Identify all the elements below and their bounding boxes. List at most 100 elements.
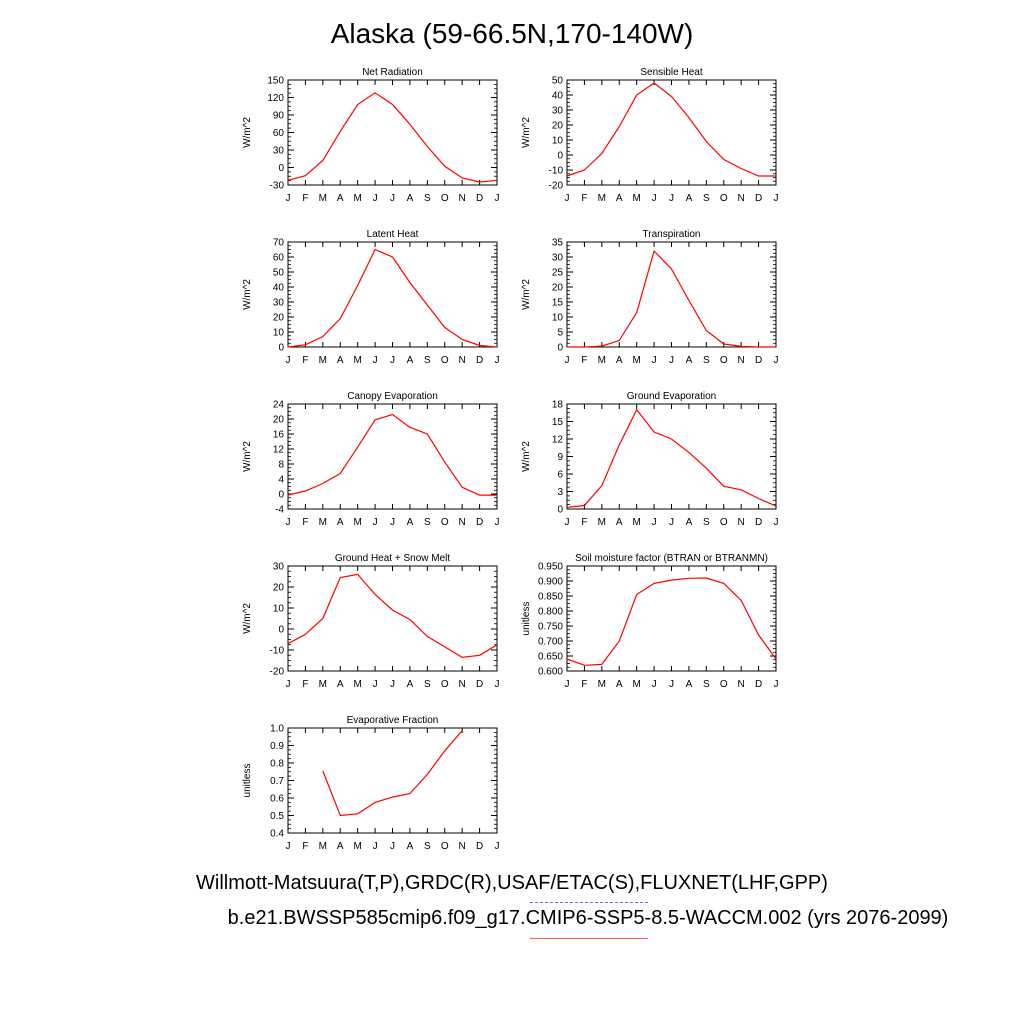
x-tick-label: A [616,355,623,366]
y-tick-label: 35 [552,238,564,249]
x-tick-label: J [565,517,570,528]
x-tick-label: N [738,517,745,528]
x-tick-label: M [353,841,361,852]
x-tick-label: F [581,517,587,528]
y-tick-label: 0.600 [538,667,563,678]
x-tick-label: F [302,517,308,528]
x-tick-label: N [459,517,466,528]
x-tick-label: A [616,193,623,204]
x-tick-label: F [581,193,587,204]
y-tick-label: 5 [557,328,563,339]
y-axis-label: W/m^2 [242,117,253,148]
x-tick-label: S [703,355,710,366]
series-line-1 [567,249,776,348]
x-tick-label: A [407,517,414,528]
x-tick-label: M [319,679,327,690]
y-tick-label: 18 [552,400,564,411]
x-tick-label: M [319,841,327,852]
x-tick-label: J [652,355,657,366]
x-tick-label: N [738,679,745,690]
x-tick-label: J [373,841,378,852]
series-line-1 [287,92,498,183]
x-tick-label: J [774,355,779,366]
x-tick-label: S [424,193,431,204]
x-tick-label: J [373,193,378,204]
y-axis-label: unitless [521,602,532,636]
x-tick-label: A [686,517,693,528]
x-tick-label: M [598,517,606,528]
x-tick-label: A [407,679,414,690]
x-tick-label: S [703,679,710,690]
y-tick-label: 20 [552,121,564,132]
y-tick-label: 0.650 [538,652,563,663]
x-tick-label: J [495,841,500,852]
x-tick-label: D [755,193,762,204]
y-tick-label: 8 [278,460,284,471]
x-tick-label: O [441,679,449,690]
x-tick-label: A [407,355,414,366]
chart-title: Net Radiation [362,67,423,78]
y-tick-label: 150 [267,76,284,87]
x-tick-label: J [669,679,674,690]
x-tick-label: J [286,193,291,204]
y-tick-label: 30 [273,298,285,309]
x-tick-label: M [353,193,361,204]
x-tick-label: N [459,679,466,690]
x-tick-label: N [738,193,745,204]
y-tick-label: 50 [552,76,564,87]
y-tick-label: 24 [273,400,285,411]
y-tick-label: 60 [273,128,285,139]
x-tick-label: N [459,355,466,366]
y-tick-label: 0 [557,343,563,354]
x-tick-label: J [495,193,500,204]
x-tick-label: J [286,841,291,852]
x-tick-label: A [616,679,623,690]
x-tick-label: J [652,517,657,528]
y-tick-label: 0 [557,505,563,516]
x-tick-label: J [373,517,378,528]
x-tick-label: J [390,355,395,366]
y-tick-label: 9 [557,452,563,463]
chart-title: Soil moisture factor (BTRAN or BTRANMN) [575,553,768,564]
x-tick-label: M [632,355,640,366]
x-tick-label: M [353,517,361,528]
y-axis-label: W/m^2 [242,279,253,310]
y-axis-label: W/m^2 [521,117,532,148]
x-tick-label: M [598,193,606,204]
x-tick-label: O [441,193,449,204]
x-tick-label: D [755,679,762,690]
x-tick-label: J [390,517,395,528]
plot-frame [566,565,777,672]
chart-title: Latent Heat [367,229,419,240]
series-line-1 [287,413,497,496]
y-tick-label: 6 [557,470,563,481]
x-tick-label: F [581,679,587,690]
x-tick-label: J [390,679,395,690]
y-tick-label: 90 [273,111,285,122]
x-tick-label: A [337,355,344,366]
x-tick-label: O [441,841,449,852]
x-tick-label: M [632,679,640,690]
y-tick-label: 0.4 [270,829,284,840]
y-tick-label: 0.5 [270,811,284,822]
y-axis-label: W/m^2 [242,441,253,472]
x-tick-label: D [476,679,483,690]
y-tick-label: 30 [273,146,285,157]
x-tick-label: J [495,679,500,690]
y-tick-label: 3 [557,487,563,498]
y-tick-label: -30 [270,181,285,192]
y-tick-label: 25 [552,268,564,279]
y-tick-label: 0 [278,343,284,354]
x-tick-label: O [720,355,728,366]
y-tick-label: 0 [278,163,284,174]
chart-title: Sensible Heat [640,67,702,78]
x-tick-label: N [459,841,466,852]
y-tick-label: 0.950 [538,562,563,573]
y-tick-label: -10 [549,166,564,177]
x-tick-label: A [686,679,693,690]
x-tick-label: J [565,679,570,690]
plot-frame [287,727,498,834]
